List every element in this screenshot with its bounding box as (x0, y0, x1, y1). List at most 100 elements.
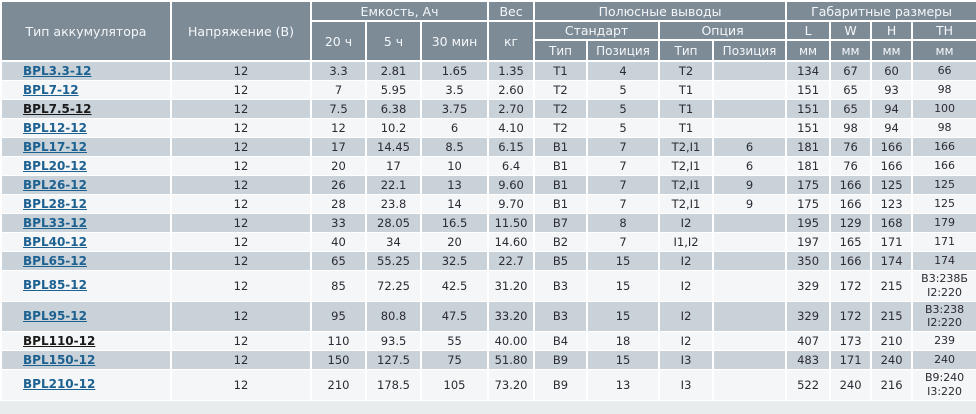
cell-length: 522 (787, 370, 832, 401)
cell-width: 166 (831, 252, 873, 271)
cell-weight: 31.20 (489, 271, 536, 302)
cell-battery-type: BPL26-12 (2, 176, 172, 195)
cell-voltage: 12 (172, 233, 312, 252)
table-row: BPL65-12 12 65 55.25 32.5 22.7 B5 15 I2 … (2, 252, 976, 271)
cell-weight: 51.80 (489, 351, 536, 370)
cell-height: 215 (872, 301, 914, 332)
battery-type-link[interactable]: BPL150-12 (23, 352, 96, 367)
cell-capacity-30min: 105 (422, 370, 490, 401)
cell-voltage: 12 (172, 100, 312, 119)
cell-length: 181 (787, 157, 832, 176)
cell-length: 195 (787, 214, 832, 233)
cell-standard-position: 7 (588, 176, 661, 195)
cell-length: 134 (787, 62, 832, 81)
cell-battery-type: BPL40-12 (2, 233, 172, 252)
cell-option-type: I1,I2 (660, 233, 715, 252)
battery-type-link[interactable]: BPL33-12 (23, 215, 87, 230)
battery-type-link[interactable]: BPL85-12 (23, 278, 87, 293)
cell-standard-type: B5 (535, 252, 589, 271)
cell-option-type: T2,I1 (660, 157, 715, 176)
battery-type-link[interactable]: BPL7-12 (23, 82, 79, 97)
cell-standard-position: 4 (588, 62, 661, 81)
battery-type-link[interactable]: BPL95-12 (23, 308, 87, 323)
cell-option-position (714, 370, 788, 401)
cell-capacity-20h: 17 (312, 138, 367, 157)
cell-battery-type: BPL7-12 (2, 81, 172, 100)
cell-option-type: T2,I1 (660, 195, 715, 214)
cell-width: 240 (831, 370, 873, 401)
cell-total-height: 98 (913, 81, 976, 100)
cell-standard-position: 7 (588, 138, 661, 157)
cell-capacity-20h: 85 (312, 271, 367, 302)
header-battery-type: Тип аккумулятора (2, 2, 172, 62)
cell-capacity-30min: 14 (422, 195, 490, 214)
cell-capacity-30min: 10 (422, 157, 490, 176)
header-capacity-20h: 20 ч (312, 22, 367, 62)
cell-standard-type: T2 (535, 119, 589, 138)
cell-weight: 2.60 (489, 81, 536, 100)
cell-option-position (714, 81, 788, 100)
cell-option-position: 9 (714, 176, 788, 195)
battery-type-link[interactable]: BPL26-12 (23, 177, 87, 192)
table-row: BPL7.5-12 12 7.5 6.38 3.75 2.70 T2 5 T1 … (2, 100, 976, 119)
cell-total-height: 125 (913, 176, 976, 195)
battery-type-link[interactable]: BPL7.5-12 (23, 101, 92, 116)
cell-capacity-5h: 6.38 (367, 100, 422, 119)
table-row: BPL7-12 12 7 5.95 3.5 2.60 T2 5 T1 151 6… (2, 81, 976, 100)
cell-capacity-5h: 72.25 (367, 271, 422, 302)
cell-battery-type: BPL110-12 (2, 332, 172, 351)
cell-height: 93 (872, 81, 914, 100)
cell-capacity-20h: 7 (312, 81, 367, 100)
battery-type-link[interactable]: BPL3.3-12 (23, 63, 92, 78)
cell-capacity-20h: 210 (312, 370, 367, 401)
battery-type-link[interactable]: BPL110-12 (23, 333, 96, 348)
cell-option-type: I3 (660, 351, 715, 370)
cell-standard-position: 5 (588, 119, 661, 138)
cell-standard-type: T2 (535, 81, 589, 100)
cell-option-type: T2,I1 (660, 138, 715, 157)
cell-height: 171 (872, 233, 914, 252)
battery-type-link[interactable]: BPL20-12 (23, 158, 87, 173)
battery-type-link[interactable]: BPL210-12 (23, 377, 96, 392)
cell-length: 483 (787, 351, 832, 370)
cell-height: 215 (872, 271, 914, 302)
cell-option-type: I3 (660, 370, 715, 401)
battery-type-link[interactable]: BPL28-12 (23, 196, 87, 211)
cell-voltage: 12 (172, 119, 312, 138)
cell-option-type: T1 (660, 119, 715, 138)
cell-battery-type: BPL3.3-12 (2, 62, 172, 81)
cell-voltage: 12 (172, 271, 312, 302)
header-dim-h: H (872, 22, 914, 41)
cell-standard-type: B1 (535, 176, 589, 195)
cell-capacity-5h: 93.5 (367, 332, 422, 351)
cell-total-height: 166 (913, 157, 976, 176)
cell-capacity-20h: 3.3 (312, 62, 367, 81)
cell-total-height: 171 (913, 233, 976, 252)
cell-battery-type: BPL85-12 (2, 271, 172, 302)
cell-capacity-5h: 80.8 (367, 301, 422, 332)
battery-type-link[interactable]: BPL40-12 (23, 234, 87, 249)
cell-weight: 33.20 (489, 301, 536, 332)
cell-capacity-20h: 7.5 (312, 100, 367, 119)
cell-battery-type: BPL150-12 (2, 351, 172, 370)
battery-type-link[interactable]: BPL12-12 (23, 120, 87, 135)
battery-type-link[interactable]: BPL65-12 (23, 253, 87, 268)
table-row: BPL3.3-12 12 3.3 2.81 1.65 1.35 T1 4 T2 … (2, 62, 976, 81)
cell-voltage: 12 (172, 176, 312, 195)
cell-height: 210 (872, 332, 914, 351)
cell-total-height: 166 (913, 138, 976, 157)
cell-total-height: 240 (913, 351, 976, 370)
header-dim-th: TH (913, 22, 976, 41)
cell-weight: 9.70 (489, 195, 536, 214)
cell-capacity-5h: 34 (367, 233, 422, 252)
cell-option-type: T2,I1 (660, 176, 715, 195)
cell-standard-position: 7 (588, 195, 661, 214)
cell-weight: 73.20 (489, 370, 536, 401)
cell-length: 175 (787, 176, 832, 195)
battery-type-link[interactable]: BPL17-12 (23, 139, 87, 154)
cell-capacity-30min: 8.5 (422, 138, 490, 157)
header-option-group: Опция (660, 22, 788, 41)
cell-total-height: 100 (913, 100, 976, 119)
header-weight-kg: кг (489, 22, 536, 62)
cell-width: 98 (831, 119, 873, 138)
